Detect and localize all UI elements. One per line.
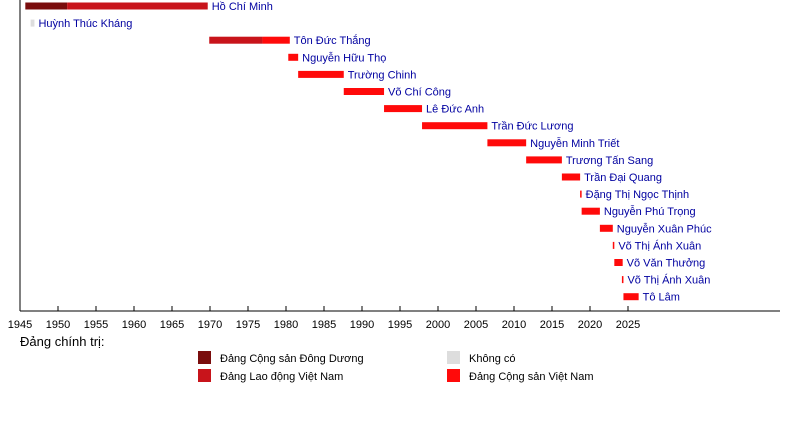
timeline-name-label: Võ Văn Thưởng xyxy=(627,258,706,270)
x-tick-label: 1995 xyxy=(388,319,412,331)
x-tick-label: 1980 xyxy=(274,319,298,331)
timeline-bar xyxy=(209,36,263,44)
timeline-name-label: Võ Thị Ánh Xuân xyxy=(627,274,710,287)
legend: Đảng chính trị: Đảng Cộng sản Đông Dương… xyxy=(20,334,594,383)
timeline-bar xyxy=(561,173,581,181)
x-tick-label: 1970 xyxy=(198,319,222,331)
timeline-name-label: Huỳnh Thúc Kháng xyxy=(38,18,132,30)
timeline-bar xyxy=(30,19,35,27)
legend-swatch xyxy=(447,369,460,382)
timeline-bar xyxy=(422,122,488,130)
x-tick-label: 1950 xyxy=(46,319,70,331)
timeline-bar xyxy=(623,293,639,301)
timeline-name-label: Nguyễn Xuân Phúc xyxy=(617,222,712,235)
timeline-bar xyxy=(298,70,344,78)
timeline-name-label: Tô Lâm xyxy=(643,292,680,304)
legend-label: Đảng Cộng sản Đông Dương xyxy=(220,353,364,365)
timeline-bar xyxy=(581,207,600,215)
timeline-name-label: Tôn Đức Thắng xyxy=(294,34,371,47)
x-tick-label: 2025 xyxy=(616,319,640,331)
legend-label: Đảng Cộng sản Việt Nam xyxy=(469,371,594,383)
x-tick-label: 1975 xyxy=(236,319,260,331)
x-tick-label: 2020 xyxy=(578,319,602,331)
x-tick-label: 2000 xyxy=(426,319,450,331)
timeline-bar xyxy=(599,224,613,232)
timeline-bar xyxy=(580,190,582,198)
timeline-bar xyxy=(384,105,423,113)
timeline-bar xyxy=(25,2,68,10)
timeline-name-label: Đặng Thị Ngọc Thịnh xyxy=(586,189,690,201)
legend-swatch xyxy=(198,351,211,364)
x-tick-label: 1945 xyxy=(8,319,32,331)
timeline-name-label: Võ Chí Công xyxy=(388,87,451,99)
timeline-bar xyxy=(487,139,527,147)
timeline-name-label: Trương Tấn Sang xyxy=(566,155,653,167)
legend-label: Đảng Lao động Việt Nam xyxy=(220,371,343,383)
timeline-name-label: Nguyễn Phú Trọng xyxy=(604,205,696,218)
timeline-name-label: Trần Đức Lương xyxy=(491,121,573,133)
timeline-name-labels: Hồ Chí Minh Huỳnh Thúc Kháng Tôn Đức Thắng… xyxy=(38,1,712,304)
x-tick-label: 1985 xyxy=(312,319,336,331)
timeline-name-label: Hồ Chí Minh xyxy=(212,1,273,13)
timeline-name-label: Võ Thị Ánh Xuân xyxy=(618,239,701,252)
timeline-name-label: Lê Đức Anh xyxy=(426,104,484,116)
timeline-name-label: Nguyễn Minh Triết xyxy=(530,137,619,150)
legend-swatch xyxy=(198,369,211,382)
legend-swatch xyxy=(447,351,460,364)
timeline-bar xyxy=(621,276,624,284)
timeline-bar xyxy=(67,2,208,10)
timeline-bar xyxy=(343,88,385,95)
x-axis: 1945 1950 1955 1960 1965 1970 1975 1980 1985 1990… xyxy=(8,0,780,331)
timeline-name-label: Trần Đại Quang xyxy=(584,172,662,184)
legend-label: Không có xyxy=(469,353,515,365)
timeline-bar xyxy=(288,53,299,61)
x-tick-label: 2010 xyxy=(502,319,526,331)
timeline-name-label: Nguyễn Hữu Thọ xyxy=(302,51,386,64)
x-tick-label: 2005 xyxy=(464,319,488,331)
timeline-bar xyxy=(262,36,290,44)
x-tick-label: 1990 xyxy=(350,319,374,331)
x-tick-label: 1960 xyxy=(122,319,146,331)
x-tick-label: 1955 xyxy=(84,319,108,331)
timeline-bars xyxy=(25,2,639,301)
timeline-bar xyxy=(526,156,562,164)
timeline-name-label: Trường Chinh xyxy=(348,69,417,81)
x-tick-label: 2015 xyxy=(540,319,564,331)
x-tick-label: 1965 xyxy=(160,319,184,331)
legend-title: Đảng chính trị: xyxy=(20,334,105,349)
timeline-bar xyxy=(614,259,623,266)
timeline-bar xyxy=(612,241,615,249)
